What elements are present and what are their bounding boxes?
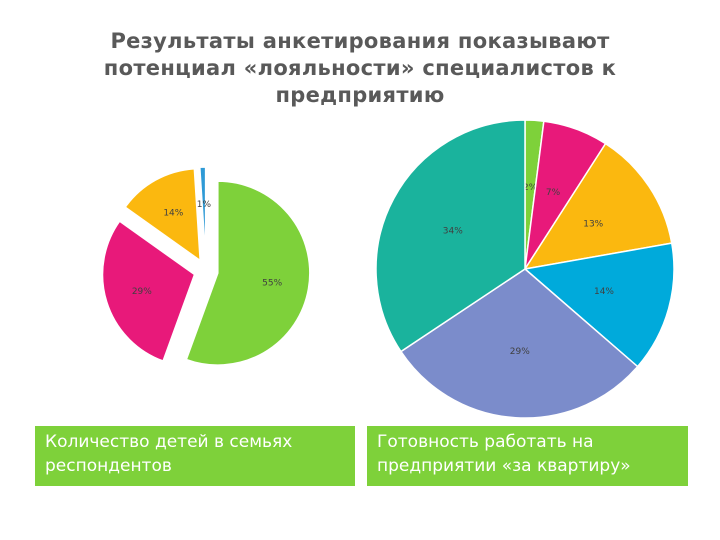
slide-title: Результаты анкетирования показывают поте… [40,28,680,109]
pie1-slice-2 [101,220,196,362]
pie1-label-3: 14% [163,208,183,218]
caption-right-line-1: Готовность работать на [377,432,594,452]
pie1-label-2: 29% [132,287,152,297]
pie2-label-1: 2% [523,183,538,193]
pie2-slice-3 [523,142,673,271]
pie1-slice-1 [185,180,311,366]
pie1-label-1: 55% [262,279,282,289]
caption-left-line-2: респондентов [45,456,172,476]
title-line-2: потенциал «лояльности» специалистов к [103,56,617,80]
pie2-label-3: 13% [583,220,603,230]
pie2-label-6: 34% [443,226,463,236]
pie2-slice-5 [399,268,639,419]
pie-chart-apartment-readiness: 2% 7% 13% 14% 29% 34% [375,119,675,419]
pie-chart-children-count: 55% 29% 14% 1% [101,166,311,366]
caption-left-line-1: Количество детей в семьях [45,432,293,452]
pie1-slice-4 [198,166,207,260]
caption-right-line-2: предприятии «за квартиру» [377,456,631,476]
title-line-3: предприятию [275,83,445,107]
title-line-1: Результаты анкетирования показывают [110,29,610,53]
pie2-slice-4 [523,242,675,368]
pie1-label-4: 1% [197,200,212,210]
caption-left: Количество детей в семьях респондентов [35,426,355,486]
pie2-label-2: 7% [546,188,561,198]
pie1-slice-3 [124,167,202,263]
pie2-label-5: 29% [510,347,530,357]
pie2-slice-6 [375,119,526,353]
caption-right: Готовность работать на предприятии «за к… [367,426,688,486]
pie2-label-4: 14% [594,287,614,297]
